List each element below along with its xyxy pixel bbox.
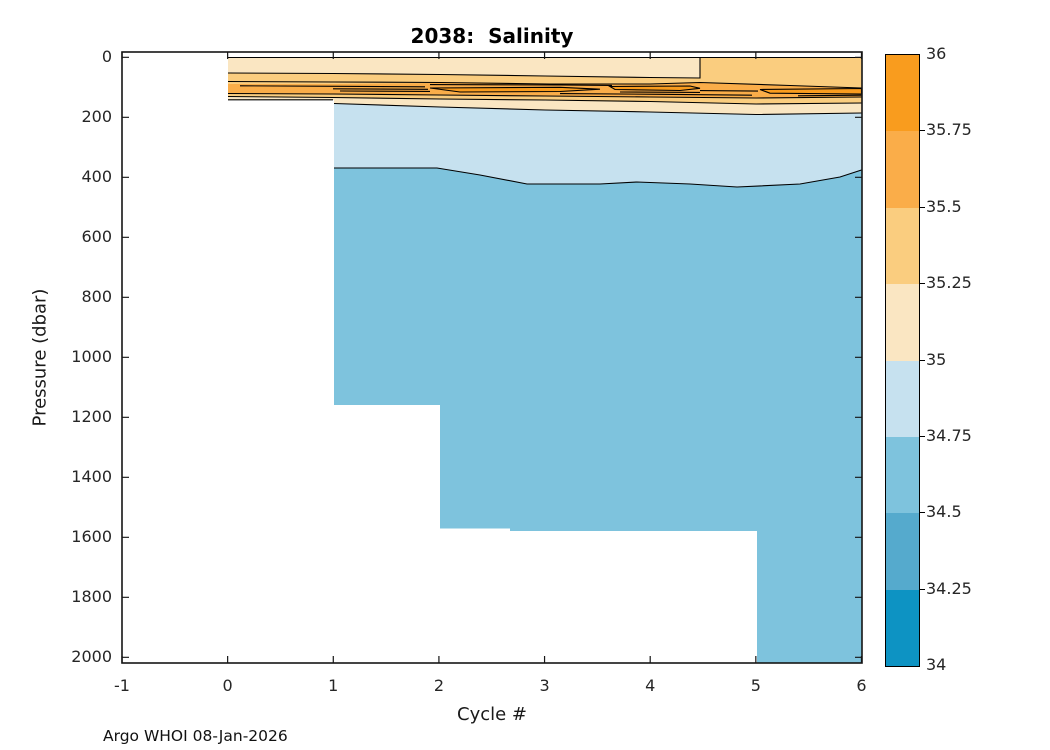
x-axis-label: Cycle # bbox=[457, 704, 527, 725]
colorbar-band bbox=[886, 436, 919, 514]
region-34.5-34.75 bbox=[334, 168, 862, 663]
colorbar bbox=[885, 54, 920, 667]
colorbar-band bbox=[886, 513, 919, 590]
contour-line-35.5-upper bbox=[227, 80, 862, 89]
colorbar-tick-label: 35.25 bbox=[926, 273, 972, 293]
region-34.75-35 bbox=[334, 103, 862, 187]
colorbar-tick-mark bbox=[920, 283, 925, 285]
y-tick-label: 1600 bbox=[71, 527, 112, 547]
x-tick-label: 6 bbox=[856, 676, 867, 695]
colorbar-tick-mark bbox=[920, 359, 925, 361]
contour-line-34.75 bbox=[334, 167, 862, 188]
region-35.75-36-core-c bbox=[759, 87, 863, 95]
page-title: 2038: Salinity bbox=[410, 24, 574, 48]
colorbar-tick-label: 34.5 bbox=[926, 502, 962, 522]
colorbar-tick-label: 34 bbox=[926, 655, 947, 674]
colorbar-tick-mark bbox=[920, 435, 925, 437]
y-tick-label: 1200 bbox=[71, 407, 112, 427]
contour-line-detail-6 bbox=[699, 90, 759, 92]
colorbar-band bbox=[886, 207, 919, 285]
colorbar-tick-label: 36 bbox=[926, 44, 947, 63]
colorbar-tick-mark bbox=[920, 588, 925, 590]
y-tick-label: 2000 bbox=[71, 647, 112, 667]
contour-line-detail-5 bbox=[559, 93, 753, 96]
x-tick-label: 4 bbox=[645, 676, 656, 695]
x-tick-label: -1 bbox=[114, 676, 130, 695]
colorbar-tick-label: 35 bbox=[926, 349, 947, 369]
colorbar-band bbox=[886, 131, 919, 208]
y-tick-label: 1800 bbox=[71, 587, 112, 607]
contour-line-detail-7 bbox=[797, 94, 862, 97]
y-tick-label: 1400 bbox=[71, 467, 112, 487]
colorbar-band bbox=[886, 360, 919, 437]
contour-line-35.25-lower bbox=[227, 95, 862, 105]
colorbar-band bbox=[886, 55, 919, 132]
y-tick-label: 400 bbox=[81, 167, 112, 187]
colorbar-tick-mark bbox=[920, 206, 925, 208]
y-tick-label: 800 bbox=[81, 287, 112, 307]
region-35.75-36-core-b bbox=[608, 85, 701, 92]
contour-line-detail-2 bbox=[332, 88, 429, 90]
y-axis-label: Pressure (dbar) bbox=[29, 288, 51, 427]
contour-line-35.5-lower bbox=[227, 92, 862, 99]
x-tick-label: 2 bbox=[433, 676, 444, 695]
footer-note: Argo WHOI 08-Jan-2026 bbox=[103, 727, 288, 745]
colorbar-tick-label: 35.5 bbox=[926, 196, 962, 216]
colorbar-tick-label: 34.25 bbox=[926, 578, 972, 598]
y-tick-label: 200 bbox=[81, 107, 112, 127]
colorbar-tick-label: 35.75 bbox=[926, 120, 972, 140]
contour-line-detail-1 bbox=[239, 85, 426, 88]
contour-line-35.25-upper bbox=[227, 57, 701, 79]
x-tick-label: 0 bbox=[222, 676, 233, 695]
y-tick-label: 0 bbox=[101, 47, 112, 67]
contour-line-detail-4 bbox=[429, 84, 613, 86]
x-tick-label: 3 bbox=[539, 676, 550, 695]
colorbar-tick-mark bbox=[920, 512, 925, 514]
x-tick-label: 5 bbox=[750, 676, 761, 695]
x-tick-label: 1 bbox=[328, 676, 339, 695]
region-35.75-36-core-a bbox=[429, 86, 601, 93]
contour-line-35 bbox=[333, 102, 862, 116]
colorbar-band bbox=[886, 284, 919, 361]
y-tick-label: 600 bbox=[81, 227, 112, 247]
colorbar-tick-label: 34.75 bbox=[926, 425, 972, 445]
y-tick-label: 1000 bbox=[71, 347, 112, 367]
colorbar-band bbox=[886, 589, 919, 666]
colorbar-tick-mark bbox=[920, 130, 925, 132]
axis-box bbox=[121, 51, 863, 664]
